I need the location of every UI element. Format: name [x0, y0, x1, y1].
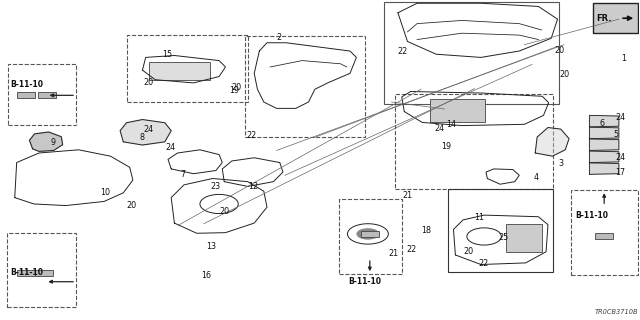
Bar: [384, 2, 559, 104]
Text: 20: 20: [554, 45, 564, 55]
Text: 15: 15: [163, 50, 172, 59]
Text: 18: 18: [421, 226, 431, 235]
Text: 12: 12: [248, 182, 258, 191]
Bar: [593, 3, 638, 33]
Text: 21: 21: [403, 191, 413, 200]
Text: 21: 21: [388, 249, 399, 258]
Bar: [17, 270, 35, 276]
Bar: [8, 64, 76, 125]
Text: 22: 22: [406, 245, 417, 254]
Polygon shape: [589, 139, 619, 150]
Bar: [127, 35, 248, 102]
Polygon shape: [120, 120, 172, 145]
Polygon shape: [589, 116, 619, 127]
Text: 20: 20: [463, 247, 473, 256]
Text: 7: 7: [180, 170, 186, 179]
Bar: [571, 190, 638, 275]
Text: 20: 20: [559, 70, 570, 79]
Text: 23: 23: [210, 182, 220, 191]
Text: 13: 13: [206, 242, 216, 251]
Text: 22: 22: [246, 131, 256, 140]
Bar: [339, 199, 402, 274]
Bar: [38, 92, 56, 98]
Text: B-11-10: B-11-10: [10, 80, 44, 89]
Text: 9: 9: [51, 138, 56, 147]
Bar: [595, 233, 613, 239]
Text: 3: 3: [558, 159, 563, 168]
Text: 6: 6: [600, 119, 605, 128]
Text: 22: 22: [478, 259, 488, 268]
Text: B-11-10: B-11-10: [575, 211, 609, 220]
Polygon shape: [589, 151, 619, 163]
Bar: [149, 62, 210, 80]
Text: TR0CB3710B: TR0CB3710B: [595, 308, 638, 315]
Text: 8: 8: [140, 133, 145, 142]
Bar: [506, 224, 542, 252]
Text: 10: 10: [100, 188, 109, 197]
Bar: [35, 270, 53, 276]
Text: 11: 11: [474, 213, 484, 222]
Text: 24: 24: [166, 143, 175, 152]
Bar: [430, 99, 484, 123]
Text: 1: 1: [621, 53, 627, 62]
Bar: [361, 231, 379, 237]
Text: B-11-10: B-11-10: [349, 277, 381, 286]
Text: 20: 20: [232, 83, 242, 92]
Text: B-11-10: B-11-10: [10, 268, 44, 277]
Text: 20: 20: [127, 201, 136, 210]
Text: 25: 25: [498, 233, 508, 242]
Bar: [448, 189, 553, 271]
Polygon shape: [589, 127, 619, 139]
Text: 19: 19: [228, 86, 239, 95]
Circle shape: [356, 228, 380, 240]
Text: 24: 24: [615, 114, 625, 123]
Polygon shape: [589, 163, 619, 174]
Text: 2: 2: [276, 33, 282, 42]
Text: 17: 17: [615, 168, 625, 177]
Polygon shape: [29, 132, 63, 151]
Text: 24: 24: [615, 153, 625, 162]
Text: 19: 19: [442, 142, 451, 151]
Text: 24: 24: [144, 125, 154, 134]
Text: 14: 14: [446, 120, 456, 129]
Text: 22: 22: [397, 46, 408, 56]
Text: 5: 5: [614, 130, 619, 139]
Bar: [7, 233, 76, 307]
Text: 20: 20: [144, 78, 154, 87]
Bar: [245, 36, 365, 137]
Text: 20: 20: [219, 207, 229, 216]
Text: 4: 4: [534, 173, 539, 182]
Bar: [395, 94, 553, 189]
Text: 24: 24: [435, 124, 444, 133]
Polygon shape: [535, 127, 569, 156]
Text: FR.: FR.: [596, 14, 612, 23]
Text: 16: 16: [201, 271, 211, 280]
Bar: [17, 92, 35, 98]
